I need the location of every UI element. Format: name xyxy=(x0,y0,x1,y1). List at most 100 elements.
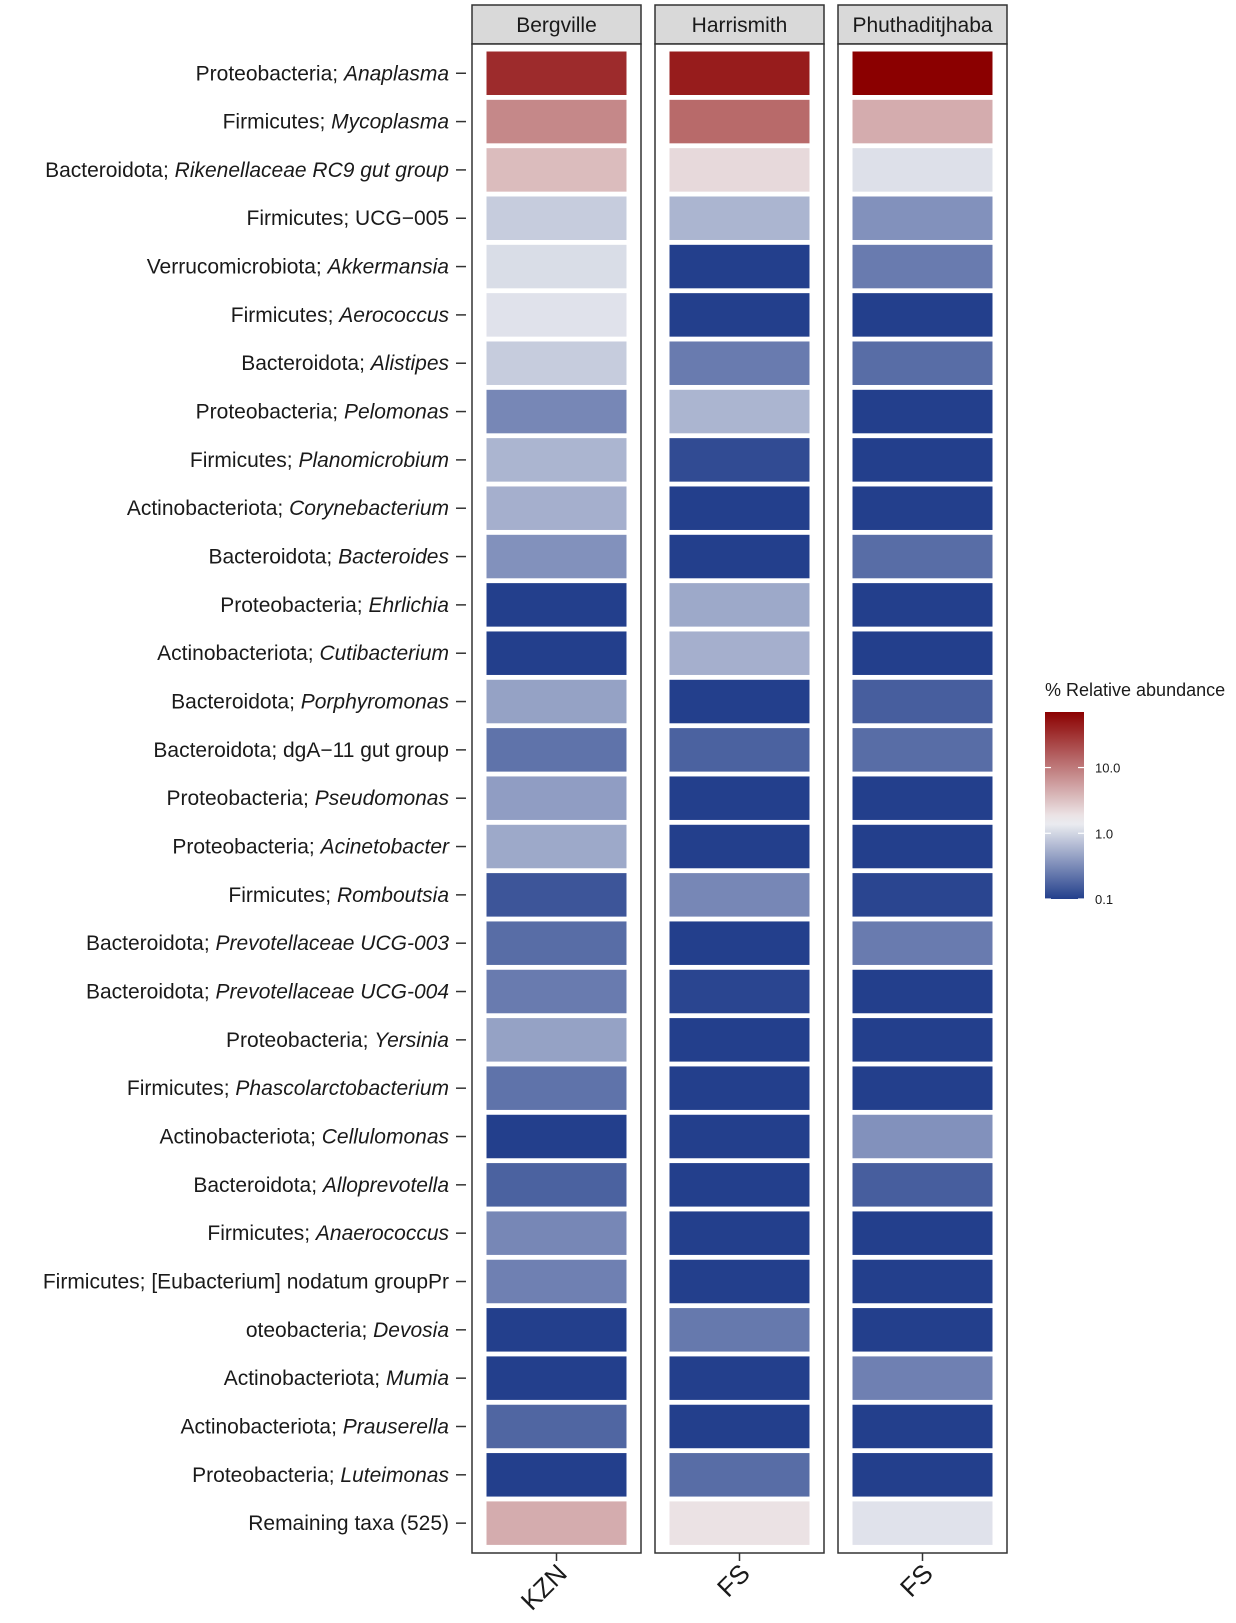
row-label-phylum: Actinobacteriota; xyxy=(181,1415,343,1438)
row-label: Proteobacteria; Pelomonas xyxy=(196,401,450,424)
row-label-phylum: Bacteroidota; dgA−11 gut group xyxy=(153,739,449,762)
heatmap-cell xyxy=(851,388,994,435)
facet-panel-bergville: Bergville KZN xyxy=(471,4,642,1616)
row-label-phylum: Firmicutes; xyxy=(127,1077,236,1100)
row-label-phylum: oteobacteria; xyxy=(246,1319,373,1342)
heatmap-cell xyxy=(668,1065,811,1111)
legend-title: % Relative abundance xyxy=(1045,680,1225,700)
heatmap-cell xyxy=(668,1355,811,1401)
row-label-genus: Alloprevotella xyxy=(321,1174,449,1197)
heatmap-cell xyxy=(485,533,628,580)
heatmap-cell xyxy=(485,1210,628,1256)
row-label-phylum: Proteobacteria; xyxy=(226,1029,374,1052)
row-label-genus: Anaplasma xyxy=(342,62,449,85)
row-label: Firmicutes; Aerococcus xyxy=(231,304,450,327)
row-label: Firmicutes; Romboutsia xyxy=(228,884,449,907)
heatmap-cell xyxy=(851,1500,994,1546)
heatmap-cell xyxy=(851,872,994,918)
row-label-phylum: Bacteroidota; xyxy=(209,546,339,569)
row-label: Actinobacteriota; Mumia xyxy=(224,1367,449,1390)
facet-panel-harrismith: Harrismith FS xyxy=(654,4,825,1603)
row-label-phylum: Firmicutes; xyxy=(223,111,332,134)
row-label-phylum: Bacteroidota; xyxy=(86,981,216,1004)
legend-tick-label: 0.1 xyxy=(1095,892,1113,907)
row-label: Proteobacteria; Ehrlichia xyxy=(220,594,449,617)
row-label-genus: Ehrlichia xyxy=(368,594,449,617)
heatmap-cell xyxy=(851,98,994,145)
heatmap-cell xyxy=(668,50,811,96)
row-label: Actinobacteriota; Prauserella xyxy=(181,1415,450,1438)
row-label-phylum: Firmicutes; xyxy=(190,449,299,472)
heatmap-cell xyxy=(851,630,994,676)
row-label-genus: Prevotellaceae UCG-004 xyxy=(216,981,449,1004)
heatmap-cell xyxy=(851,1210,994,1256)
heatmap-cell xyxy=(668,1403,811,1450)
row-label-phylum: Proteobacteria; xyxy=(196,62,344,85)
row-label-phylum: Bacteroidota; xyxy=(171,691,301,714)
heatmap-cell xyxy=(668,1500,811,1546)
heatmap-cell xyxy=(851,292,994,338)
row-label: Firmicutes; Phascolarctobacterium xyxy=(127,1077,449,1100)
heatmap-cell xyxy=(851,1113,994,1160)
heatmap-cell xyxy=(485,1307,628,1353)
heatmap-cell xyxy=(668,147,811,193)
heatmap-cell xyxy=(485,1452,628,1498)
heatmap-cell xyxy=(851,727,994,773)
heatmap-cell xyxy=(851,147,994,193)
row-label-genus: Romboutsia xyxy=(337,884,449,907)
row-label-phylum: Firmicutes; [Eubacterium] nodatum groupP… xyxy=(43,1271,449,1294)
row-label-phylum: Actinobacteriota; xyxy=(224,1367,386,1390)
heatmap-cell xyxy=(668,1113,811,1160)
row-label-genus: Acinetobacter xyxy=(319,836,450,859)
heatmap-cell xyxy=(485,823,628,870)
heatmap-cell xyxy=(668,388,811,435)
heatmap-cell xyxy=(851,50,994,96)
row-label-genus: Prevotellaceae UCG-003 xyxy=(216,932,450,955)
facet-strip xyxy=(471,4,642,45)
row-label: Verrucomicrobiota; Akkermansia xyxy=(147,256,449,279)
heatmap-cell xyxy=(668,678,811,725)
facet-strip xyxy=(837,4,1008,45)
heatmap-cell xyxy=(668,98,811,145)
row-label-phylum: Bacteroidota; xyxy=(193,1174,323,1197)
row-label: Bacteroidota; dgA−11 gut group xyxy=(153,739,449,762)
row-label-genus: Cellulomonas xyxy=(322,1126,450,1149)
heatmap-cell xyxy=(485,1113,628,1160)
row-label-genus: Devosia xyxy=(373,1319,449,1342)
row-label-phylum: Remaining taxa (525) xyxy=(248,1512,449,1535)
heatmap-cell xyxy=(668,1258,811,1305)
heatmap-cell xyxy=(485,388,628,435)
heatmap-cell xyxy=(851,1065,994,1111)
heatmap-cell xyxy=(851,1017,994,1063)
heatmap-cell xyxy=(485,630,628,676)
heatmap-cell xyxy=(485,872,628,918)
heatmap-cell xyxy=(668,1210,811,1256)
row-label-genus: Rikenellaceae RC9 gut group xyxy=(175,159,449,182)
row-label: Proteobacteria; Pseudomonas xyxy=(166,787,449,810)
heatmap-cell xyxy=(851,533,994,580)
heatmap-cell xyxy=(668,292,811,338)
row-label-phylum: Firmicutes; UCG−005 xyxy=(247,207,449,230)
facet-strip-label: Harrismith xyxy=(692,14,788,37)
row-label-phylum: Actinobacteriota; xyxy=(160,1126,322,1149)
row-label-genus: Cutibacterium xyxy=(319,642,449,665)
legend-tick-label: 10.0 xyxy=(1095,761,1120,776)
heatmap-cell xyxy=(668,775,811,821)
row-label-genus: Anaerococcus xyxy=(314,1222,450,1245)
heatmap-cell xyxy=(485,340,628,386)
heatmap-cell xyxy=(485,50,628,96)
row-label: Firmicutes; Planomicrobium xyxy=(190,449,449,472)
heatmap-cell xyxy=(485,1017,628,1063)
heatmap-cell xyxy=(668,968,811,1015)
row-label-phylum: Bacteroidota; xyxy=(86,932,216,955)
heatmap-cell xyxy=(851,678,994,725)
heatmap-cell xyxy=(485,582,628,628)
row-label-phylum: Proteobacteria; xyxy=(220,594,368,617)
row-labels: Proteobacteria; Anaplasma Firmicutes; Myc… xyxy=(43,62,466,1535)
heatmap-cell xyxy=(485,437,628,483)
row-label: Bacteroidota; Rikenellaceae RC9 gut grou… xyxy=(45,159,449,182)
heatmap-cell xyxy=(485,243,628,290)
x-axis-tick-label: KZN xyxy=(515,1558,573,1616)
heatmap-cell xyxy=(851,1452,994,1498)
heatmap-cell xyxy=(485,1355,628,1401)
